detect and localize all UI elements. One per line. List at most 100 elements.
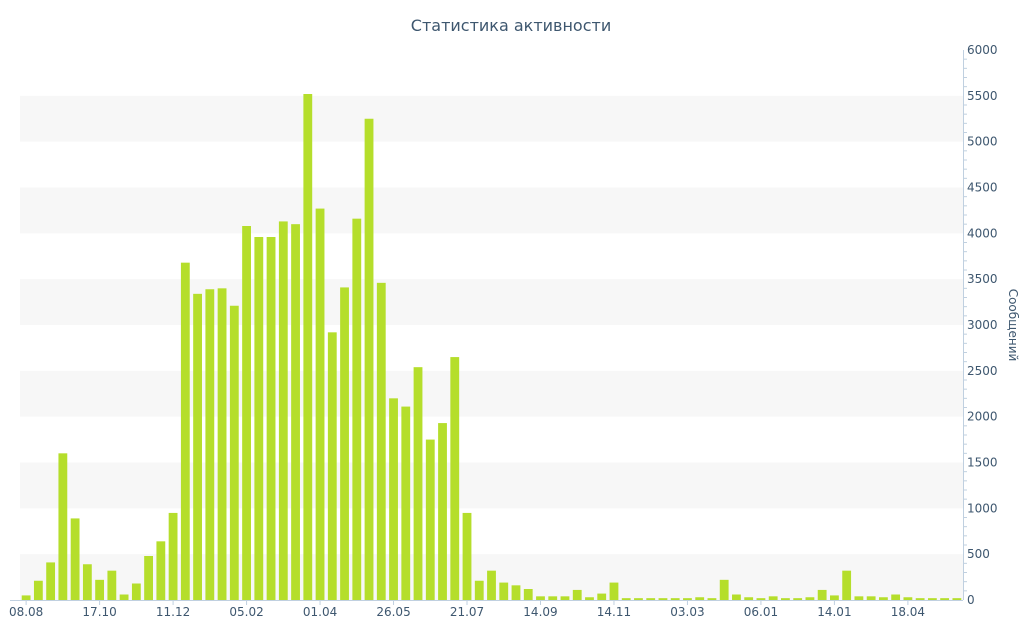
y-tick-label: 1500 [967, 456, 998, 470]
x-tick-label: 05.02 [229, 605, 263, 619]
bar [242, 226, 251, 600]
bar [205, 289, 215, 600]
bar [144, 556, 153, 600]
bar [866, 596, 876, 600]
y-tick-label: 2000 [967, 410, 998, 424]
bar [291, 224, 300, 601]
bar [425, 439, 435, 600]
bar [732, 594, 741, 600]
bar [82, 564, 92, 600]
grid-band [20, 462, 963, 509]
bar [33, 580, 43, 600]
bar [940, 598, 950, 600]
y-tick-label: 1000 [967, 501, 998, 515]
x-tick-label: 11.12 [156, 605, 190, 619]
bar [462, 512, 472, 600]
bar [438, 423, 447, 600]
bar [156, 541, 166, 600]
y-axis-title: Сообщений [1006, 289, 1020, 362]
bar [744, 597, 754, 600]
y-tick-label: 4500 [967, 181, 998, 195]
bar [217, 288, 227, 600]
bar [548, 596, 558, 600]
bar [646, 598, 656, 600]
bar [254, 237, 264, 600]
bar [46, 562, 56, 600]
grid-band [20, 370, 963, 417]
x-tick-label: 01.04 [303, 605, 337, 619]
x-tick-label: 03.03 [670, 605, 704, 619]
bar [21, 595, 31, 600]
bar [927, 598, 937, 600]
bar [107, 570, 117, 600]
y-tick-label: 2500 [967, 364, 998, 378]
bar [278, 221, 288, 601]
bar [229, 305, 239, 600]
bar [58, 453, 68, 600]
y-tick-label: 500 [967, 547, 990, 561]
bar [376, 282, 386, 600]
x-tick-label: 14.01 [817, 605, 851, 619]
bar [854, 596, 864, 600]
x-tick-label: 06.01 [744, 605, 778, 619]
bar [131, 583, 141, 600]
bar [842, 570, 852, 600]
bar [707, 598, 717, 600]
bar [695, 597, 705, 600]
bar [119, 594, 129, 600]
bar [560, 596, 570, 600]
bar [340, 287, 349, 600]
bar [389, 398, 398, 600]
y-tick-label: 4000 [967, 226, 998, 240]
bar [401, 406, 411, 600]
bar [781, 598, 790, 600]
bar [830, 595, 839, 600]
chart-title: Статистика активности [411, 16, 611, 35]
bar [450, 357, 460, 600]
bar [793, 598, 803, 600]
bar [891, 594, 901, 600]
bar [266, 237, 276, 600]
x-tick-label: 08.08 [9, 605, 43, 619]
bar [903, 597, 913, 600]
bar [670, 598, 680, 600]
bar [585, 597, 594, 600]
bar [303, 94, 313, 600]
bar [95, 579, 105, 600]
bar-series [21, 94, 962, 601]
bar [572, 589, 582, 600]
bar [487, 570, 496, 600]
y-tick-label: 5500 [967, 89, 998, 103]
bar [768, 596, 778, 600]
y-tick-label: 6000 [967, 43, 998, 57]
bar [609, 582, 619, 600]
bar [634, 598, 643, 600]
y-tick-label: 3000 [967, 318, 998, 332]
x-tick-label: 26.05 [376, 605, 410, 619]
bar [915, 598, 925, 600]
bar [315, 208, 325, 600]
bar [756, 598, 766, 600]
bar [327, 332, 337, 600]
bar [511, 585, 521, 600]
bar [180, 262, 190, 600]
y-tick-label: 0 [967, 593, 975, 607]
bar [193, 293, 202, 600]
bar [364, 118, 374, 600]
x-tick-label: 14.09 [523, 605, 557, 619]
bar [474, 580, 484, 600]
x-axis: 08.08 17.10 11.12 05.02 01.04 26.05 21.07 14.09… [9, 600, 963, 619]
grid-bands [20, 95, 963, 600]
grid-band [20, 279, 963, 325]
x-tick-label: 17.10 [82, 605, 116, 619]
x-tick-label: 18.04 [891, 605, 925, 619]
bar [719, 579, 729, 600]
bar [536, 596, 545, 600]
y-axis: 0 500 1000 1500 2000 2500 3000 3500 4000 4500 5000… [963, 43, 998, 607]
x-tick-label: 14.11 [597, 605, 631, 619]
x-tick-label: 21.07 [450, 605, 484, 619]
bar [168, 512, 178, 600]
bar [523, 589, 533, 600]
bar [683, 598, 692, 600]
